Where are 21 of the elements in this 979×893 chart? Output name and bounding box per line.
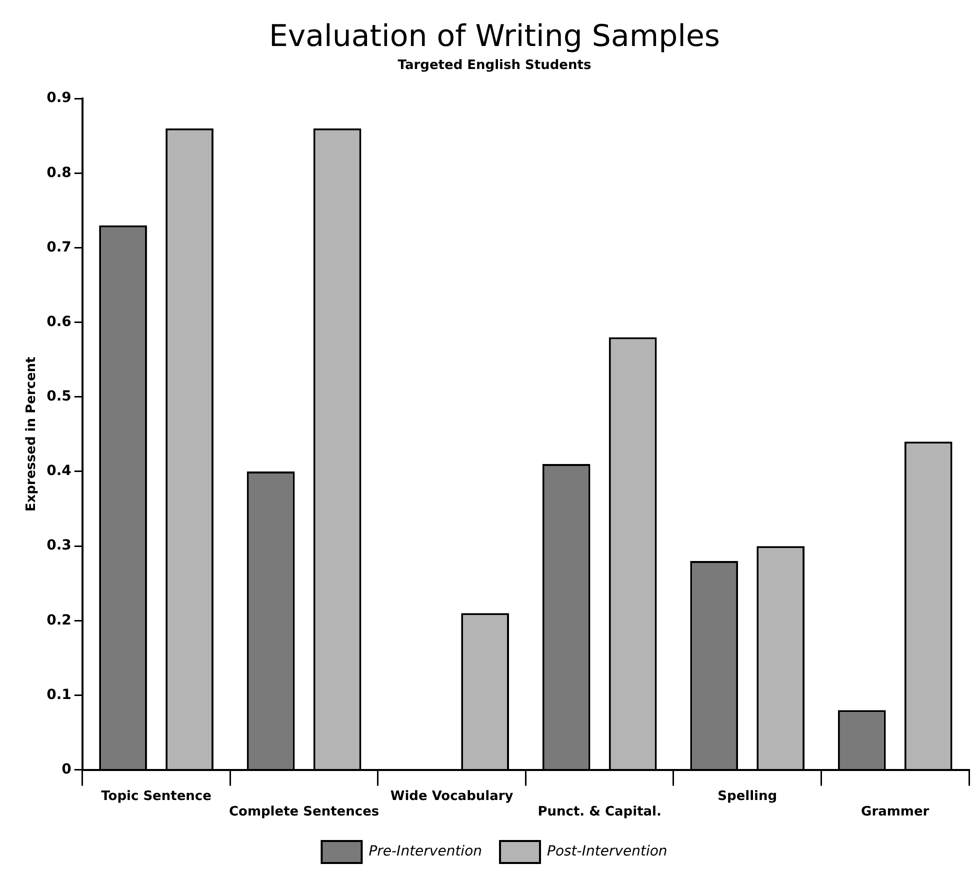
y-tick-label: 0.9 [46,90,72,106]
chart-title: Evaluation of Writing Samples [268,18,720,54]
legend-label: Pre-Intervention [368,844,482,860]
y-axis-title: Expressed in Percent [24,356,40,512]
x-tick-label: Grammer [861,804,930,820]
chart-subtitle: Targeted English Students [398,58,592,74]
x-tick-label: Wide Vocabulary [390,788,514,804]
y-tick-label: 0.5 [46,388,72,405]
y-tick-label: 0.4 [46,463,72,480]
y-tick-label: 0.2 [46,612,72,628]
x-tick-label: Topic Sentence [101,788,212,804]
y-tick-label: 0.1 [46,686,72,703]
y-tick-label: 0.3 [46,538,72,554]
y-tick-label: 0.6 [46,314,72,330]
x-tick-label: Spelling [718,788,778,804]
y-tick-label: 0.7 [46,239,72,256]
legend-label: Post-Intervention [547,844,668,860]
x-tick-label: Punct. & Capital. [538,804,662,820]
x-tick-label: Complete Sentences [228,804,380,820]
y-tick-label: 0 [62,761,72,778]
y-tick-label: 0.8 [46,164,72,181]
